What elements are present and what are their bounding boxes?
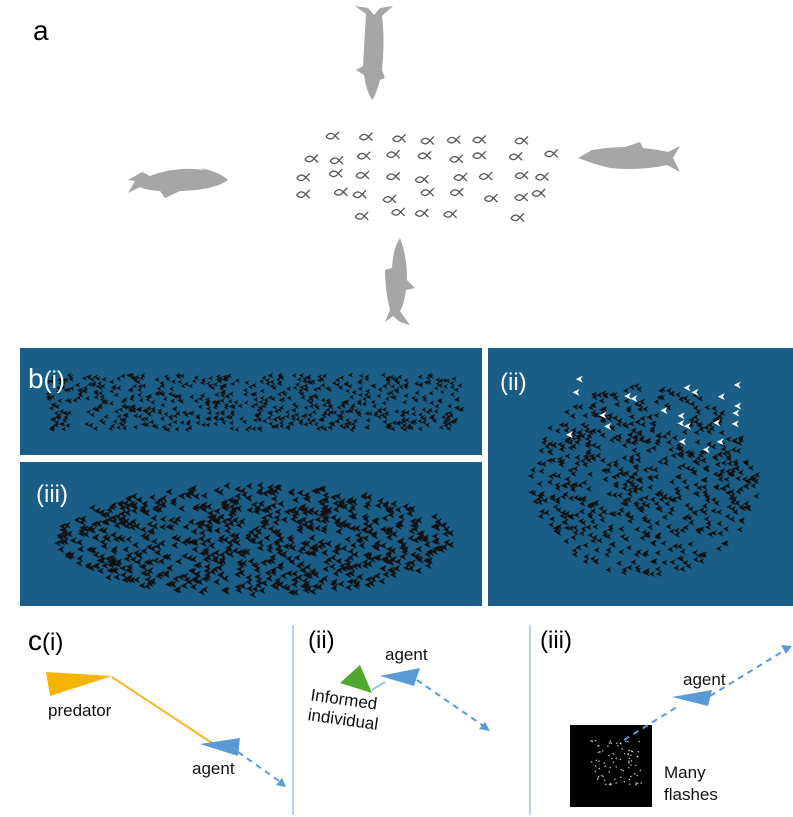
sharks: [128, 6, 680, 325]
heading: [417, 680, 485, 727]
label: agent: [385, 645, 428, 664]
informed-individual: [340, 665, 372, 693]
panel-label: c: [28, 625, 42, 656]
panel-label: b(i): [28, 363, 65, 394]
fish-school: [297, 132, 558, 222]
panel-b-ii: [488, 348, 793, 606]
sub-label: (ii): [500, 369, 527, 396]
panel-label: a: [33, 15, 49, 46]
agent: [380, 668, 420, 686]
figure: a b(i) (iii) (ii) c(i) (ii) (iii) predat…: [0, 0, 793, 817]
label-line: flashes: [664, 785, 718, 804]
link: [112, 677, 215, 745]
fish: [297, 132, 558, 222]
panel-b-i: [20, 348, 482, 455]
label: Many flashes: [664, 763, 718, 804]
sub-label: (ii): [308, 627, 335, 654]
agent: [672, 690, 712, 706]
agent: [200, 738, 240, 756]
heading: [238, 752, 282, 783]
flash-image: [570, 725, 652, 807]
label-line: Many: [664, 763, 706, 782]
label: agent: [683, 670, 726, 689]
sub-label: (iii): [36, 481, 68, 508]
arrow-head: [781, 645, 792, 654]
label: predator: [48, 701, 112, 720]
sub-label: (i): [44, 367, 65, 394]
panel-label: b: [28, 363, 44, 394]
label: agent: [192, 759, 235, 778]
sub-label: (i): [42, 629, 63, 656]
predator: [46, 672, 112, 696]
panel-label: c(i): [28, 625, 63, 656]
sub-label: (iii): [540, 627, 572, 654]
link: [372, 682, 385, 690]
